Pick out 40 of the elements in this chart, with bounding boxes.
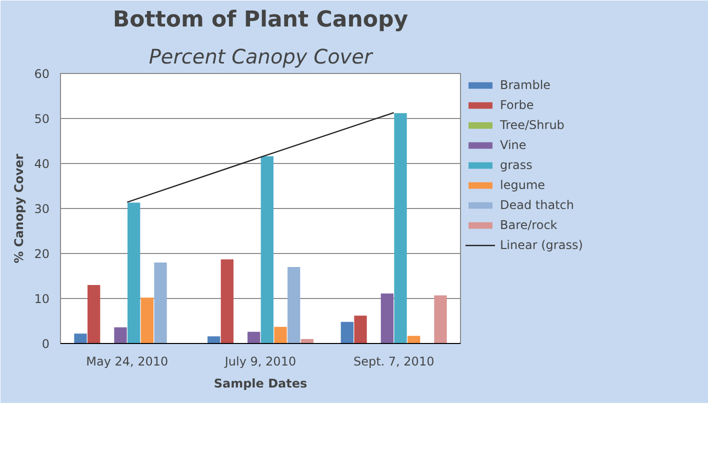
y-tick-label: 30 <box>34 202 50 216</box>
bar <box>248 332 260 344</box>
bar <box>114 327 127 344</box>
legend-label: Linear (grass) <box>500 238 583 252</box>
legend-label: Bramble <box>500 78 551 92</box>
bar <box>408 336 420 344</box>
bar <box>288 267 300 344</box>
x-tick-label: Sept. 7, 2010 <box>353 354 434 368</box>
x-tick-label: May 24, 2010 <box>86 354 168 368</box>
legend-label: legume <box>500 178 546 192</box>
bar <box>140 298 154 344</box>
bar <box>380 294 394 344</box>
bar <box>220 259 234 344</box>
y-tick-label: 10 <box>34 292 50 306</box>
bar <box>354 316 367 344</box>
bar <box>74 334 87 344</box>
legend-label: Vine <box>500 138 526 152</box>
legend-label: Bare/rock <box>500 218 558 232</box>
y-tick-label: 0 <box>42 337 50 351</box>
bar <box>154 262 167 344</box>
y-tick-label: 40 <box>34 157 50 171</box>
bar <box>274 326 287 344</box>
bar <box>260 156 274 344</box>
x-axis-title: Sample Dates <box>214 376 308 390</box>
chart-title: Bottom of Plant Canopy <box>112 8 408 32</box>
y-tick-label: 50 <box>34 112 50 126</box>
legend-label: Tree/Shrub <box>500 118 564 132</box>
y-axis-title: % Canopy Cover <box>12 154 26 264</box>
legend-label: Dead thatch <box>500 198 574 212</box>
bar <box>128 202 140 344</box>
y-tick-label: 60 <box>34 67 50 81</box>
bar <box>340 322 354 344</box>
legend-label: grass <box>500 158 532 172</box>
chart-subtitle: Percent Canopy Cover <box>148 44 374 68</box>
bar <box>88 285 100 344</box>
x-tick-label: July 9, 2010 <box>224 354 296 368</box>
y-tick-label: 20 <box>34 247 50 261</box>
bar <box>434 295 447 344</box>
bar <box>394 113 407 344</box>
legend-label: Forbe <box>500 98 534 112</box>
